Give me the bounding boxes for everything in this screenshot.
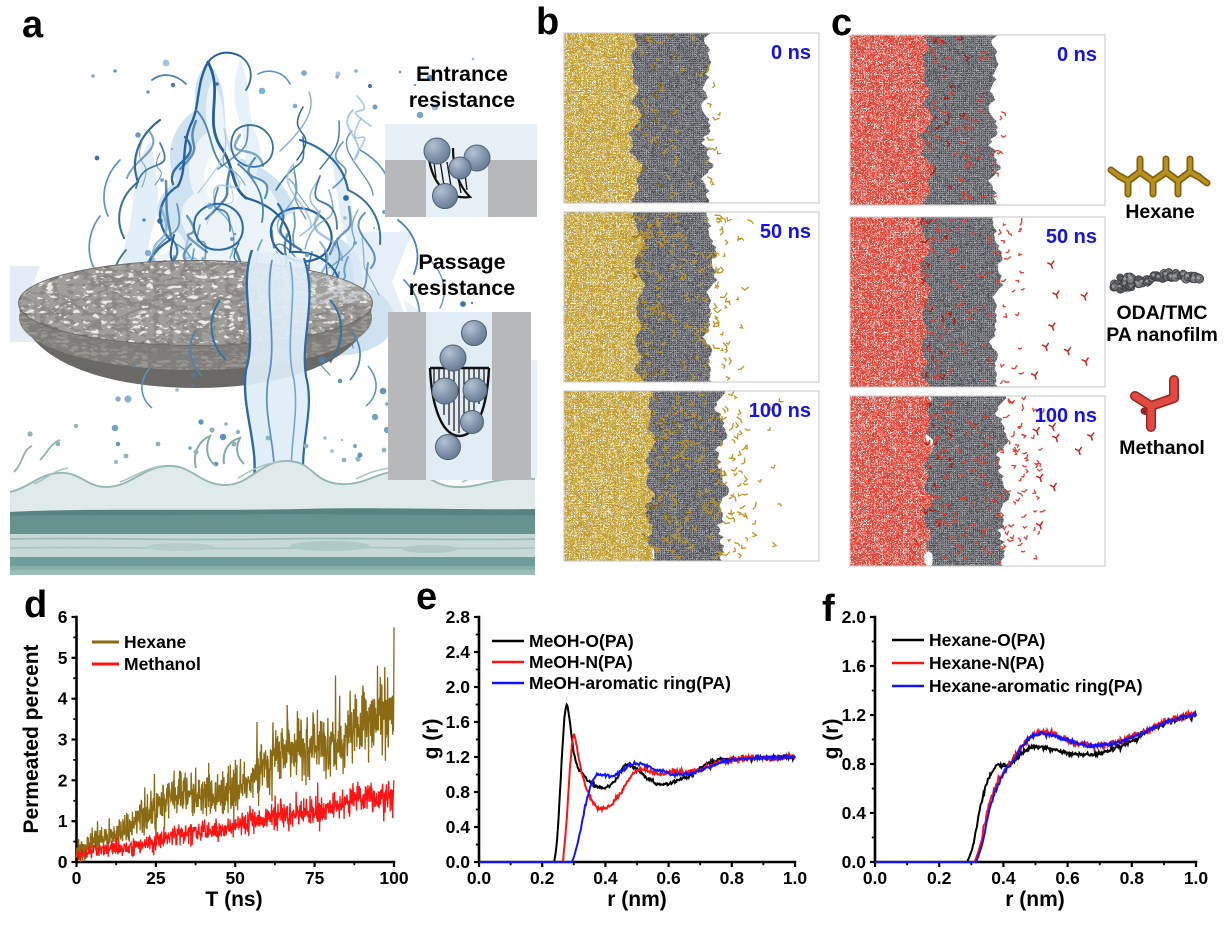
svg-text:Passage: Passage: [418, 250, 505, 274]
svg-text:1.0: 1.0: [1184, 868, 1209, 888]
svg-text:0 ns: 0 ns: [1057, 44, 1097, 66]
svg-text:Hexane-aromatic ring(PA): Hexane-aromatic ring(PA): [929, 676, 1143, 696]
svg-text:1.2: 1.2: [842, 705, 867, 725]
svg-text:Methanol: Methanol: [1119, 437, 1205, 459]
svg-text:resistance: resistance: [409, 88, 515, 112]
svg-text:2.4: 2.4: [446, 642, 471, 662]
svg-text:ODA/TMC: ODA/TMC: [1117, 302, 1208, 324]
svg-text:1.0: 1.0: [783, 868, 808, 888]
svg-text:Permeated percent: Permeated percent: [20, 644, 43, 833]
svg-text:50 ns: 50 ns: [760, 221, 811, 243]
svg-text:r (nm): r (nm): [607, 888, 667, 911]
svg-text:g (r): g (r): [820, 719, 843, 760]
svg-text:1.6: 1.6: [446, 712, 471, 732]
svg-text:resistance: resistance: [409, 276, 515, 300]
svg-text:r (nm): r (nm): [1005, 888, 1065, 911]
svg-text:50: 50: [225, 868, 245, 888]
svg-text:Hexane-N(PA): Hexane-N(PA): [929, 653, 1044, 673]
svg-text:0.4: 0.4: [593, 868, 618, 888]
svg-text:100 ns: 100 ns: [749, 400, 811, 422]
svg-text:100 ns: 100 ns: [1035, 405, 1097, 427]
svg-text:75: 75: [305, 868, 325, 888]
svg-text:5: 5: [58, 648, 68, 668]
svg-text:0.0: 0.0: [842, 852, 867, 872]
svg-text:0: 0: [72, 868, 82, 888]
svg-text:Hexane: Hexane: [1125, 201, 1195, 223]
svg-text:Hexane-O(PA): Hexane-O(PA): [929, 630, 1045, 650]
svg-text:0 ns: 0 ns: [771, 42, 811, 64]
svg-text:PA nanofilm: PA nanofilm: [1106, 324, 1218, 346]
svg-text:1.6: 1.6: [842, 656, 867, 676]
svg-text:0.0: 0.0: [467, 868, 492, 888]
svg-text:MeOH-aromatic ring(PA): MeOH-aromatic ring(PA): [529, 673, 731, 693]
svg-text:0.8: 0.8: [720, 868, 745, 888]
svg-text:0.0: 0.0: [863, 868, 888, 888]
svg-text:Methanol: Methanol: [124, 654, 201, 674]
svg-text:T (ns): T (ns): [205, 888, 262, 911]
svg-text:2.0: 2.0: [446, 677, 471, 697]
svg-text:3: 3: [58, 730, 68, 750]
svg-text:0.4: 0.4: [842, 803, 867, 823]
svg-text:0.6: 0.6: [656, 868, 681, 888]
svg-text:0.8: 0.8: [842, 754, 867, 774]
svg-text:25: 25: [146, 868, 166, 888]
svg-text:2.8: 2.8: [446, 607, 471, 627]
svg-text:0.2: 0.2: [530, 868, 555, 888]
svg-text:0.6: 0.6: [1055, 868, 1080, 888]
svg-text:0.2: 0.2: [927, 868, 952, 888]
svg-text:0.8: 0.8: [1120, 868, 1145, 888]
svg-text:0: 0: [58, 852, 68, 872]
svg-text:50 ns: 50 ns: [1046, 226, 1097, 248]
svg-text:1: 1: [58, 811, 68, 831]
svg-text:0.4: 0.4: [991, 868, 1016, 888]
svg-text:1.2: 1.2: [446, 747, 471, 767]
svg-text:0.4: 0.4: [446, 817, 471, 837]
svg-text:4: 4: [58, 689, 68, 709]
svg-text:0.0: 0.0: [446, 852, 471, 872]
svg-text:MeOH-N(PA): MeOH-N(PA): [529, 652, 633, 672]
svg-text:6: 6: [58, 607, 68, 627]
svg-text:MeOH-O(PA): MeOH-O(PA): [529, 631, 634, 651]
svg-text:2.0: 2.0: [842, 607, 867, 627]
svg-text:g (r): g (r): [420, 719, 443, 760]
svg-text:Entrance: Entrance: [416, 62, 508, 86]
svg-text:2: 2: [58, 770, 68, 790]
svg-text:Hexane: Hexane: [124, 632, 187, 652]
svg-text:100: 100: [379, 868, 408, 888]
svg-text:0.8: 0.8: [446, 782, 471, 802]
